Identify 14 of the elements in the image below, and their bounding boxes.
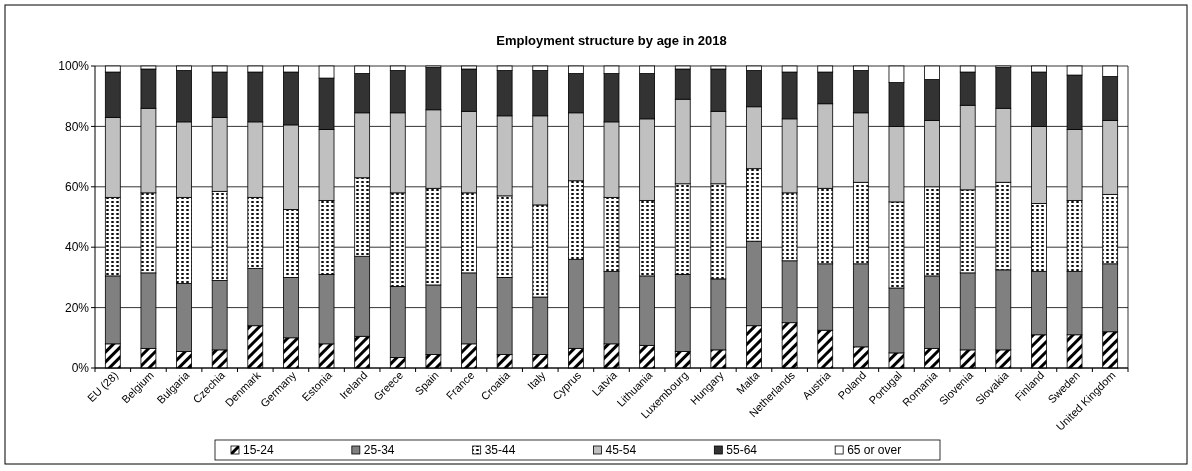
legend-label: 45-54 [605, 443, 637, 458]
legend-label: 65 or over [847, 443, 902, 458]
chart-title: Employment structure by age in 2018 [496, 33, 727, 48]
y-tick-label: 20% [64, 300, 90, 315]
y-tick-label: 0% [71, 361, 90, 376]
y-tick-label: 40% [64, 240, 90, 255]
legend-label: 55-64 [726, 443, 758, 458]
y-tick-label: 100% [58, 59, 90, 74]
legend-label: 25-34 [363, 443, 395, 458]
legend-label: 35-44 [484, 443, 516, 458]
y-tick-label: 60% [64, 180, 90, 194]
legend-label: 15-24 [243, 443, 275, 458]
y-tick-label: 80% [64, 119, 90, 134]
x-tick-label: Italy [524, 368, 549, 392]
